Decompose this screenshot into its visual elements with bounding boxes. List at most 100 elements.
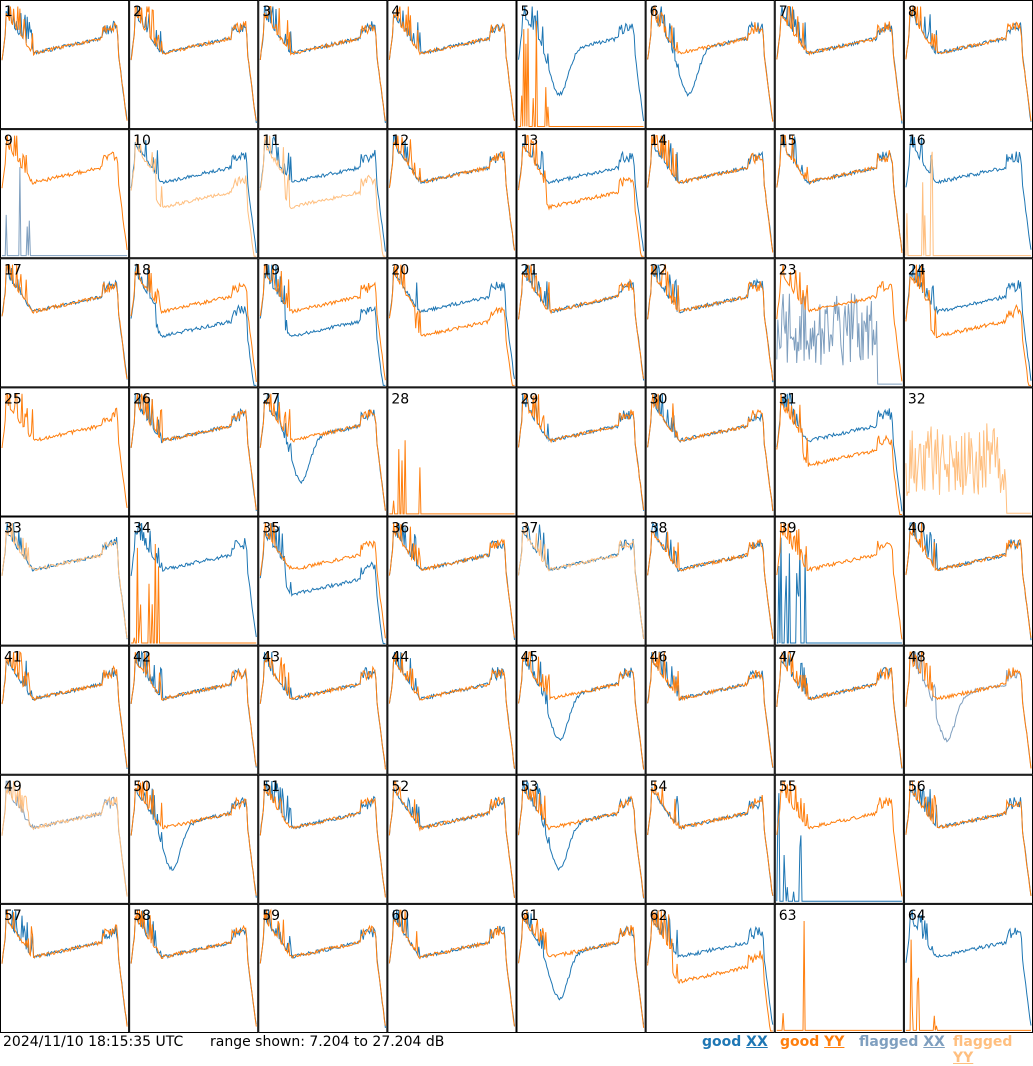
panel-label: 45 — [521, 650, 539, 666]
panel-label: 55 — [779, 779, 797, 795]
panel-label: 51 — [262, 779, 280, 795]
panel-frame — [0, 0, 130, 130]
series-yy — [647, 910, 773, 1032]
legend-good-xx-pol: XX — [746, 1034, 768, 1050]
panel-43: 43 — [258, 645, 388, 775]
panel-47: 47 — [774, 645, 904, 775]
series-yy — [259, 522, 386, 639]
panel-9: 9 — [0, 129, 130, 259]
series-xx — [776, 793, 902, 902]
panel-label: 37 — [521, 521, 539, 537]
panel-frame — [258, 0, 388, 130]
panel-29: 29 — [516, 387, 646, 517]
panel-frame — [774, 387, 904, 517]
series-yy — [647, 135, 774, 253]
range-text: range shown: 7.204 to 27.204 dB — [210, 1034, 445, 1050]
panel-31: 31 — [774, 387, 904, 517]
panel-label: 35 — [262, 521, 280, 537]
series-yy — [518, 264, 645, 379]
series-yy — [259, 651, 386, 770]
series-yy — [905, 264, 1031, 386]
series-xx — [905, 910, 1032, 1026]
panel-frame — [129, 516, 259, 646]
series-yy — [131, 543, 257, 644]
series-yy-flagged — [518, 522, 645, 639]
series-yy — [389, 440, 515, 515]
panel-frame — [387, 0, 517, 130]
panel-24: 24 — [903, 258, 1033, 388]
panel-14: 14 — [645, 129, 775, 259]
series-yy-flagged — [1, 522, 128, 639]
panel-label: 44 — [391, 650, 409, 666]
panel-26: 26 — [129, 387, 259, 517]
series-yy — [1, 910, 128, 1027]
panel-frame — [516, 0, 646, 130]
series-yy — [776, 920, 902, 1031]
panel-label: 33 — [4, 521, 22, 537]
series-yy — [388, 522, 515, 638]
panel-frame — [903, 903, 1033, 1033]
series-yy — [776, 780, 903, 897]
panel-frame — [0, 129, 130, 259]
panel-15: 15 — [774, 129, 904, 259]
panel-44: 44 — [387, 645, 517, 775]
legend-good-yy-word: good — [780, 1034, 820, 1050]
legend-good-xx-word: good — [702, 1034, 742, 1050]
panel-52: 52 — [387, 774, 517, 904]
panel-label: 11 — [262, 133, 280, 149]
series-yy — [647, 781, 774, 896]
panel-label: 7 — [779, 4, 788, 20]
series-yy — [130, 781, 257, 896]
series-xx — [518, 143, 645, 252]
panel-48: 48 — [903, 645, 1033, 775]
panel-28: 28 — [387, 387, 517, 517]
panel-label: 34 — [133, 521, 151, 537]
panel-5: 5 — [516, 0, 646, 130]
series-xx — [905, 264, 1032, 381]
panel-label: 13 — [521, 133, 539, 149]
series-yy — [518, 135, 644, 257]
panel-frame — [129, 0, 259, 130]
panel-27: 27 — [258, 387, 388, 517]
series-xx — [259, 522, 386, 645]
series-yy — [518, 651, 645, 770]
series-yy — [518, 393, 645, 510]
panel-label: 49 — [4, 779, 22, 795]
panel-frame — [774, 129, 904, 259]
panel-label: 64 — [908, 908, 926, 924]
series-yy-flagged — [259, 135, 386, 257]
series-yy — [776, 6, 903, 121]
series-yy — [130, 652, 257, 767]
panel-57: 57 — [0, 903, 130, 1033]
panel-label: 24 — [908, 262, 926, 278]
panel-frame — [516, 129, 646, 259]
series-yy — [130, 393, 257, 511]
panel-label: 57 — [4, 908, 22, 924]
panel-frame — [645, 774, 775, 904]
panel-label: 8 — [908, 4, 917, 20]
series-yy — [518, 20, 644, 127]
panel-label: 5 — [521, 4, 530, 20]
series-yy — [518, 786, 645, 898]
series-yy-flagged — [130, 135, 257, 257]
panel-label: 21 — [521, 262, 539, 278]
panel-3: 3 — [258, 0, 388, 130]
panel-label: 15 — [779, 133, 797, 149]
timestamp: 2024/11/10 18:15:35 UTC — [3, 1034, 184, 1050]
series-xx — [130, 521, 257, 638]
panel-21: 21 — [516, 258, 646, 388]
panel-frame — [129, 903, 259, 1033]
series-yy — [1, 6, 128, 121]
panel-label: 1 — [4, 4, 13, 20]
panel-32: 32 — [903, 387, 1033, 517]
panel-62: 62 — [645, 903, 775, 1033]
panel-frame — [645, 0, 775, 130]
panel-label: 19 — [262, 262, 280, 278]
series-yy — [647, 263, 774, 381]
panel-23: 23 — [774, 258, 904, 388]
series-xx — [518, 6, 645, 122]
panel-label: 4 — [391, 4, 400, 20]
panel-label: 25 — [4, 391, 22, 407]
panel-56: 56 — [903, 774, 1033, 904]
panel-label: 39 — [779, 521, 797, 537]
